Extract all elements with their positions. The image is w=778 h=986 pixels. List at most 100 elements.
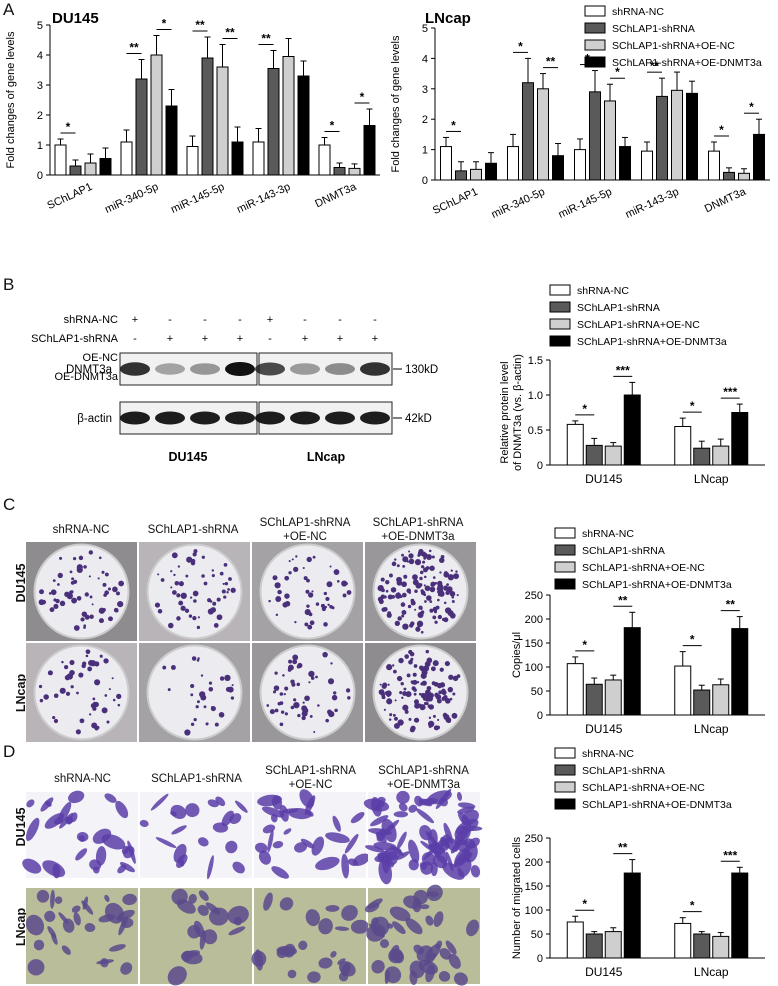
migrated-cell [197,904,209,916]
colony [424,600,427,603]
y-tick-label: 100 [525,905,543,917]
colony [274,582,281,589]
du145-gene-chart: 0 1 2 3 4 5 Fold changes of gene levels DU145 SC… [5,10,380,216]
migrated-cell [461,825,483,832]
migrated-cell [448,953,461,969]
migrated-cell [298,940,308,951]
colony [85,654,89,658]
colony [326,581,333,588]
colony [423,575,427,579]
bar [150,54,163,176]
significance-label: ** [225,26,235,40]
colony [39,589,45,595]
migrated-cell [187,924,201,939]
colony [76,564,83,571]
y-tick-label: 250 [525,590,543,602]
colony [180,605,186,611]
colony [221,589,226,594]
bar [231,141,244,176]
colony [275,596,282,602]
y-tick-label: 5 [422,23,428,35]
legend-swatch [584,22,606,34]
colony [38,684,43,689]
migrated-cell [457,802,476,809]
y-tick-label: 250 [525,833,543,845]
colony [309,714,313,718]
significance-label: *** [616,363,630,377]
significance-label: ** [650,59,660,73]
y-tick-label: 1 [37,140,43,152]
y-tick-label: 50 [531,929,543,941]
migrated-cell [427,790,452,805]
colony [75,729,81,735]
colony [436,698,442,704]
chart-title: DU145 [52,10,99,27]
colony [322,651,328,658]
colony [115,609,119,613]
colony [277,589,282,595]
colony [422,696,428,701]
migrated-cell [120,962,133,975]
colony [277,701,282,706]
colony [297,713,301,718]
colony [203,705,207,709]
y-tick-label: 0 [37,170,43,182]
bar [252,141,265,176]
colony [47,670,53,676]
colony [420,630,424,634]
colony [333,569,340,575]
protein-band [290,363,320,375]
colony [432,606,438,612]
colony [396,564,400,568]
colony [380,577,385,582]
x-tick-label: DNMT3a [313,180,359,210]
colony [383,708,386,711]
colony [428,549,432,553]
colony [90,702,97,709]
bar [585,933,603,959]
migrated-cell [337,958,346,965]
bar [440,146,452,181]
legend-swatch [549,284,571,296]
colony [102,582,107,587]
bar [619,146,631,181]
colony [403,687,407,691]
colony [184,608,190,613]
colony [391,561,397,567]
colony [445,590,450,596]
migrated-cell [311,836,325,856]
migrated-cell [78,834,85,842]
colony [439,667,444,672]
migrated-cell [207,855,214,880]
migrated-cell [315,856,340,871]
colony [380,594,386,600]
migrated-cell [455,839,469,852]
colony [201,555,205,559]
migrated-cell [376,828,387,842]
colony [420,565,425,569]
colony [430,581,436,587]
colony [315,602,320,606]
colony [213,623,219,628]
colony [108,688,111,691]
colony [218,712,225,718]
colony [387,694,390,698]
colony [211,569,214,572]
y-tick-label: 200 [525,614,543,626]
significance-label: * [582,897,587,911]
colony [116,693,122,699]
colony [399,691,403,695]
condition-label-d4: SChLAP1-shRNA +OE-DNMT3a [378,765,469,791]
colony [423,584,426,587]
colony [412,679,418,685]
legend-label: SChLAP1-shRNA+OE-DNMT3a [577,336,727,348]
colony [191,558,196,564]
colony [154,602,161,608]
bar [693,447,711,466]
migrated-cell [54,896,63,904]
legend-d: shRNA-NC SChLAP1-shRNA SChLAP1-shRNA+OE-NC… [554,747,732,811]
blot-row-label: OE-NC [83,352,119,364]
legend-swatch [554,561,576,573]
colony [70,685,74,689]
bar [604,931,622,959]
